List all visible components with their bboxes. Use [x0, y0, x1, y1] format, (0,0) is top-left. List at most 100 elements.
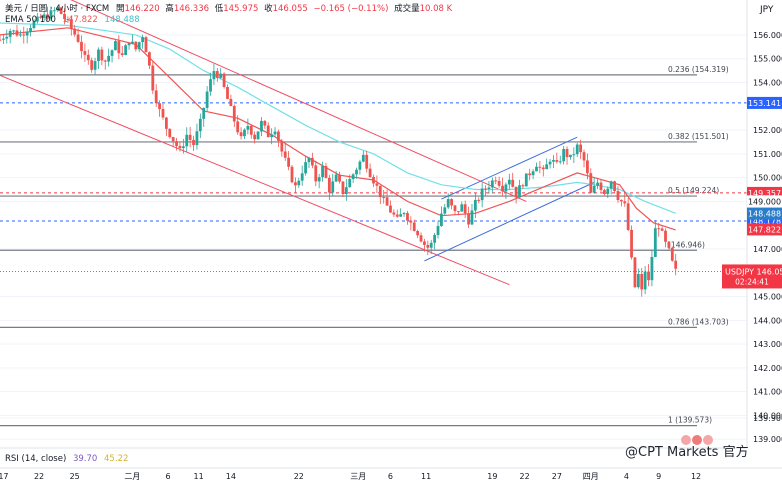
candle-up [609, 181, 613, 189]
time-tick-label: 三月 [350, 472, 366, 481]
ema50-badge-value: 147.822 [748, 225, 781, 234]
candle-up [307, 157, 311, 163]
candle-up [35, 16, 39, 22]
ema-label: EMA 50 100 [5, 15, 56, 25]
close-value: 146.055 [273, 4, 308, 14]
candle-down [453, 205, 457, 212]
price-tick-label: 154.000 [753, 78, 782, 87]
price-tick-label: 142.000 [753, 364, 782, 373]
logo-dot-2 [692, 435, 702, 445]
candle-down [589, 173, 593, 193]
rsi-value-2: 45.22 [104, 454, 128, 464]
candle-down [144, 37, 148, 53]
candle-down [148, 52, 151, 66]
candle-down [239, 132, 243, 137]
price-tick-label: 144.000 [753, 316, 782, 325]
candle-down [450, 199, 453, 206]
candle-down [375, 183, 379, 186]
candle-down [565, 148, 569, 158]
candle-up [212, 71, 216, 80]
ema100-value: 148.488 [105, 15, 140, 25]
rsi-label: RSI (14, close) [5, 454, 66, 464]
candle-down [280, 140, 284, 152]
price-tick-label: 139.900 [753, 414, 782, 423]
candle-up [321, 166, 324, 178]
candle-up [181, 146, 185, 149]
candle-down [416, 230, 420, 236]
candle-down [66, 19, 70, 21]
candle-down [236, 121, 240, 133]
low-value: 145.975 [223, 4, 258, 14]
change-value: −0.165 (−0.11%) [313, 4, 388, 14]
price-grid [0, 34, 747, 440]
candle-down [283, 151, 287, 158]
time-tick-label: 二月 [124, 472, 140, 481]
candle-down [368, 168, 372, 177]
volume-label: 成交量 [394, 3, 420, 14]
fib-label-1: 1 (139.573) [668, 416, 712, 425]
time-tick-label: 9 [656, 472, 661, 481]
candle-up [402, 213, 406, 215]
price-axis[interactable]: 139.000 139.900140.000 141.000 142.000 143.0… [753, 31, 782, 444]
candle-up [114, 41, 117, 51]
candle-down [151, 65, 155, 91]
candle-up [12, 30, 15, 32]
candle-up [562, 148, 566, 162]
candle-up [440, 213, 443, 227]
chart-header: 美元 / 日圆 · 4小时 · FXCM 開146.220 高146.336 低… [5, 3, 453, 25]
fib-label-0.786: 0.786 (143.703) [668, 317, 729, 326]
candle-up [297, 180, 301, 186]
price-tick-label: 150.000 [753, 174, 782, 183]
price-badges: 153.141 149.357 148.178 149.000 148.488 147.8… [722, 96, 782, 289]
candle-down [555, 160, 559, 162]
candle-down [76, 34, 80, 42]
ema100-badge [747, 207, 782, 220]
candle-down [164, 117, 168, 129]
candle-down [0, 39, 2, 41]
candle-down [15, 30, 19, 36]
candle-down [395, 214, 399, 217]
dashed-level-value: 153.141 [748, 99, 781, 108]
candle-down [511, 179, 515, 187]
candle-up [246, 125, 250, 130]
candle-up [127, 43, 131, 46]
candle-down [287, 157, 291, 167]
candle-down [290, 166, 294, 183]
high-label: 高 [165, 3, 174, 14]
candle-down [154, 90, 158, 104]
candle-down [616, 191, 620, 201]
candle-up [93, 61, 97, 70]
candle-down [599, 182, 603, 191]
price-tick-label: 139.000 [753, 435, 782, 444]
candle-up [198, 118, 202, 132]
dashed-level-value: 149.357 [748, 189, 781, 198]
time-tick-label: 25 [70, 472, 80, 481]
candle-down [389, 205, 392, 213]
candle-down [667, 241, 671, 248]
candle-down [582, 152, 586, 161]
candle-up [518, 185, 521, 198]
candle-down [467, 213, 470, 225]
time-tick-label: 11 [194, 472, 204, 481]
candle-up [52, 10, 56, 12]
candle-up [124, 45, 128, 55]
candle-up [219, 73, 223, 78]
price-badge-value: 149.000 [748, 197, 781, 206]
svg-text:EMA 50 100 147.822: EMA 50 100 147.822 148.488 [5, 15, 140, 25]
candle-down [232, 106, 236, 122]
time-axis[interactable]: 17 22 25 二月 6 11 14 22 三月 6 11 19 22 27 四月 4 9 12 [0, 472, 701, 481]
candle-down [670, 247, 674, 261]
candle-down [120, 53, 124, 55]
candle-down [171, 137, 175, 142]
candle-up [331, 181, 335, 193]
candle-down [378, 185, 382, 198]
candles [0, 6, 678, 297]
candle-down [80, 41, 83, 52]
candle-down [324, 166, 328, 178]
last-price-badge [722, 264, 782, 289]
price-tick-label: 152.000 [753, 126, 782, 135]
time-tick-label: 6 [388, 472, 393, 481]
dashed-level-value: 148.178 [748, 217, 781, 226]
